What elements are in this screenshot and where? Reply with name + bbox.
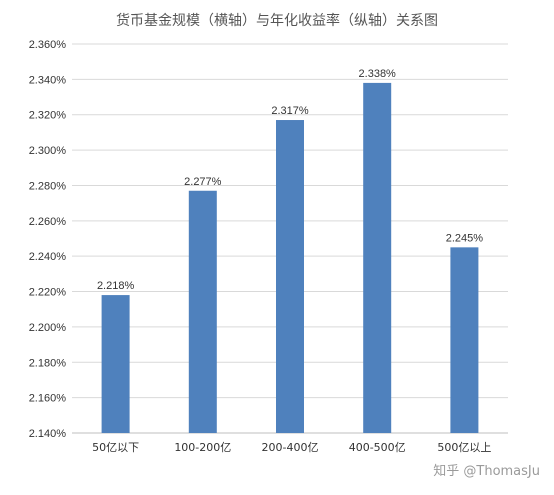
watermark: 知乎 @ThomasJu	[433, 463, 540, 479]
bar	[276, 120, 304, 434]
data-label: 2.277%	[184, 176, 222, 188]
x-tick-label: 200-400亿	[262, 441, 319, 454]
y-tick-label: 2.140%	[29, 428, 67, 440]
data-label: 2.338%	[359, 68, 397, 80]
data-labels: 2.218% 2.277% 2.317% 2.338% 2.245%	[97, 68, 483, 292]
y-tick-label: 2.180%	[29, 357, 67, 369]
y-tick-label: 2.160%	[29, 393, 67, 405]
y-axis-ticks: 2.140% 2.160% 2.180% 2.200% 2.220% 2.240% 2.26…	[29, 39, 67, 440]
x-tick-label: 100-200亿	[174, 441, 231, 454]
y-tick-label: 2.280%	[29, 180, 67, 192]
bar	[101, 295, 130, 433]
x-axis-categories: 50亿以下 100-200亿 200-400亿 400-500亿 500亿以上	[92, 441, 491, 454]
chart-title: 货币基金规模（横轴）与年化收益率（纵轴）关系图	[116, 12, 438, 29]
data-label: 2.245%	[446, 232, 484, 244]
bar	[450, 247, 479, 433]
y-tick-label: 2.260%	[29, 216, 67, 228]
x-tick-label: 400-500亿	[349, 441, 406, 454]
bars	[101, 82, 479, 434]
x-tick-label: 50亿以下	[92, 441, 139, 454]
data-label: 2.218%	[97, 280, 135, 292]
y-tick-label: 2.200%	[29, 322, 67, 334]
y-tick-label: 2.240%	[29, 251, 67, 263]
bar	[363, 82, 392, 434]
x-tick-label: 500亿以上	[437, 441, 491, 454]
y-tick-label: 2.340%	[29, 74, 67, 86]
y-tick-label: 2.300%	[29, 145, 67, 157]
y-tick-label: 2.320%	[29, 110, 67, 122]
y-tick-label: 2.220%	[29, 287, 67, 299]
data-label: 2.317%	[271, 105, 309, 117]
y-tick-label: 2.360%	[29, 39, 67, 51]
bar	[188, 190, 217, 433]
